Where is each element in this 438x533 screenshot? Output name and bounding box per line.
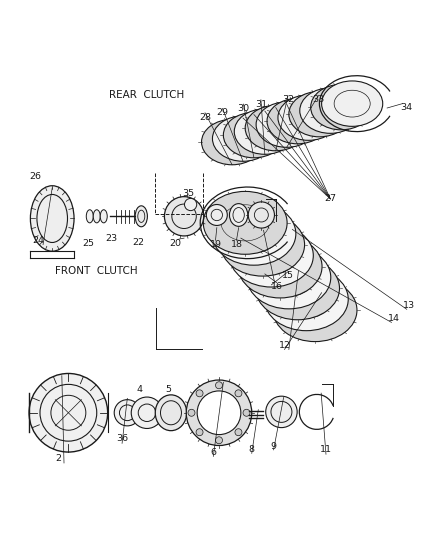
Ellipse shape [278, 95, 339, 140]
Circle shape [215, 382, 223, 389]
Text: FRONT  CLUTCH: FRONT CLUTCH [55, 266, 138, 276]
Text: 11: 11 [320, 446, 332, 454]
Ellipse shape [289, 92, 350, 137]
Ellipse shape [238, 235, 322, 298]
Ellipse shape [321, 81, 383, 126]
Ellipse shape [212, 116, 274, 161]
Ellipse shape [245, 106, 306, 151]
Text: 22: 22 [132, 238, 144, 247]
Text: 33: 33 [312, 95, 325, 104]
Circle shape [131, 397, 162, 429]
Circle shape [196, 390, 203, 397]
Circle shape [235, 390, 242, 397]
Ellipse shape [267, 99, 328, 144]
Text: 29: 29 [216, 108, 229, 117]
Ellipse shape [265, 268, 348, 330]
Text: REAR  CLUTCH: REAR CLUTCH [109, 91, 184, 100]
Circle shape [29, 374, 108, 452]
Ellipse shape [203, 191, 287, 254]
Text: 8: 8 [249, 446, 255, 454]
Text: 27: 27 [324, 195, 336, 203]
Ellipse shape [256, 257, 339, 320]
Circle shape [243, 409, 250, 416]
Text: 26: 26 [30, 173, 42, 182]
Ellipse shape [212, 203, 296, 265]
Text: 15: 15 [282, 271, 294, 280]
Ellipse shape [300, 88, 361, 133]
Circle shape [266, 396, 297, 427]
Circle shape [215, 437, 223, 444]
Text: 31: 31 [255, 100, 267, 109]
Text: 9: 9 [271, 442, 276, 451]
Text: 14: 14 [388, 314, 399, 324]
Circle shape [248, 202, 275, 228]
Ellipse shape [86, 210, 93, 223]
Ellipse shape [201, 119, 263, 165]
Text: 28: 28 [199, 112, 211, 122]
Ellipse shape [93, 210, 100, 223]
Text: 30: 30 [237, 104, 250, 113]
Circle shape [235, 429, 242, 435]
Ellipse shape [230, 204, 248, 227]
Text: 5: 5 [166, 385, 172, 394]
Ellipse shape [100, 210, 107, 223]
Text: 32: 32 [282, 95, 294, 104]
Text: 20: 20 [170, 239, 181, 248]
Text: 24: 24 [32, 236, 44, 245]
Ellipse shape [30, 185, 74, 251]
Text: 16: 16 [271, 281, 283, 290]
Text: 13: 13 [403, 301, 415, 310]
Ellipse shape [221, 213, 304, 276]
Circle shape [186, 380, 252, 446]
Text: 19: 19 [209, 240, 222, 249]
Text: 6: 6 [210, 448, 216, 457]
Circle shape [114, 400, 141, 426]
Circle shape [184, 198, 197, 211]
Ellipse shape [230, 224, 313, 287]
Text: 2: 2 [56, 454, 62, 463]
Ellipse shape [256, 102, 317, 147]
Circle shape [206, 205, 227, 225]
Ellipse shape [135, 206, 148, 227]
Text: 35: 35 [182, 189, 194, 198]
Text: 36: 36 [116, 434, 128, 443]
Ellipse shape [311, 84, 372, 130]
Text: 18: 18 [230, 240, 243, 249]
Text: 23: 23 [105, 233, 117, 243]
Ellipse shape [234, 109, 295, 154]
Circle shape [196, 429, 203, 435]
Ellipse shape [273, 279, 357, 342]
Circle shape [197, 391, 241, 434]
Ellipse shape [247, 246, 331, 309]
Text: 34: 34 [401, 103, 413, 111]
Circle shape [164, 197, 204, 236]
Text: 4: 4 [137, 385, 142, 394]
Circle shape [188, 409, 195, 416]
Ellipse shape [223, 112, 285, 158]
Ellipse shape [155, 395, 187, 431]
Text: 25: 25 [82, 239, 94, 248]
Text: 12: 12 [279, 341, 290, 350]
